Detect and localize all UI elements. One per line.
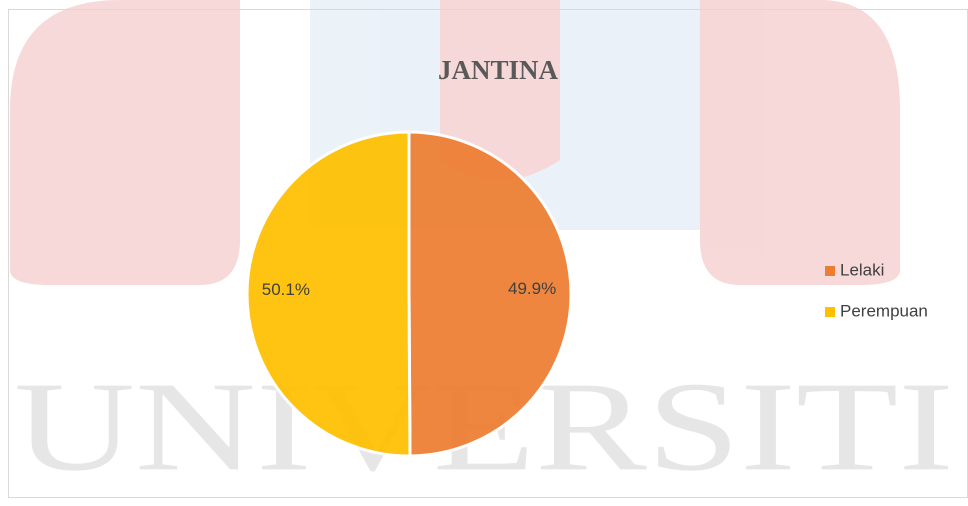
pie-slice (245, 130, 412, 458)
watermark-shape (10, 0, 240, 285)
watermark-shape (440, 0, 560, 180)
watermark-shapes (10, 0, 900, 285)
legend-swatch (825, 266, 835, 276)
watermark-shape (700, 0, 900, 285)
data-label: 50.1% (262, 280, 310, 299)
legend-swatch (825, 307, 835, 317)
legend-label: Perempuan (840, 301, 928, 320)
chart-title: JANTINA (438, 55, 559, 85)
pie-slice (407, 130, 573, 458)
data-label: 49.9% (508, 279, 556, 298)
legend-label: Lelaki (840, 260, 884, 279)
